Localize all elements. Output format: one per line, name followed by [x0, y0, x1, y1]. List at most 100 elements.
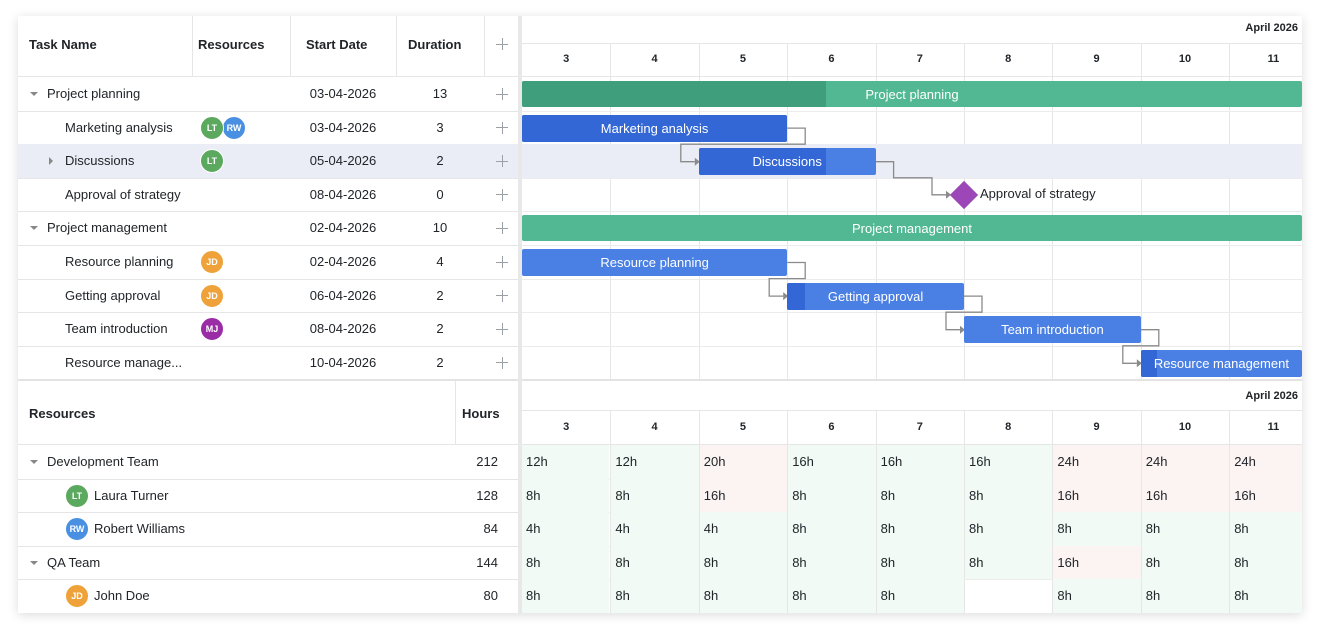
task-row[interactable]: Getting approval JD 06-04-2026 2	[18, 279, 518, 313]
resource-load-cell: 4h	[699, 512, 788, 546]
resource-load-value: 8h	[969, 487, 984, 503]
resource-row[interactable]: Development Team 212	[18, 445, 518, 479]
avatar-lt[interactable]: LT	[200, 149, 224, 174]
resource-load-value: 12h	[526, 454, 548, 469]
task-start-date: 02-04-2026	[309, 220, 377, 236]
avatar-jd[interactable]: JD	[200, 283, 224, 308]
add-subtask-icon[interactable]	[496, 88, 508, 100]
resource-hours: 128	[476, 487, 498, 503]
resource-load-cell: 8h	[1053, 579, 1141, 613]
gantt-bar-resource-planning[interactable]: Resource planning	[522, 249, 788, 276]
add-subtask-icon[interactable]	[496, 356, 508, 369]
timeline-day-10: 10	[1178, 53, 1192, 65]
avatar-lt[interactable]: LT	[200, 115, 224, 140]
resource-load-value: 8h	[880, 487, 896, 503]
avatar-rw[interactable]: RW	[222, 115, 246, 140]
avatar-mj[interactable]: MJ	[200, 317, 224, 342]
resource-load-value: 24h	[1145, 454, 1168, 469]
resource-load-value: 8h	[792, 554, 807, 570]
expand-toggle-icon[interactable]	[30, 560, 38, 565]
task-name: Resource planning	[65, 254, 174, 269]
resource-load-value: 8h	[969, 521, 984, 537]
task-row[interactable]: Resource manage... 10-04-2026 2	[18, 346, 518, 380]
gantt-bar-discussions[interactable]: Discussions	[698, 148, 876, 176]
task-name: Marketing analysis	[65, 119, 173, 135]
add-subtask-icon[interactable]	[496, 155, 508, 168]
avatar-lt[interactable]: LT	[65, 483, 89, 508]
resource-load-cell: 8h	[1230, 545, 1302, 580]
resource-row[interactable]: JD John Doe 80	[18, 579, 518, 613]
resource-load-value: 4h	[615, 521, 630, 537]
task-start-date: 08-04-2026	[309, 186, 377, 202]
expand-toggle-icon[interactable]	[30, 460, 38, 464]
resource-load-value: 8h	[1057, 521, 1072, 537]
expand-toggle-icon[interactable]	[30, 92, 38, 96]
milestone-marker[interactable]	[949, 180, 979, 209]
timeline-day-7: 7	[916, 53, 923, 65]
resource-row[interactable]: RW Robert Williams 84	[18, 512, 518, 546]
collapse-toggle-icon[interactable]	[49, 157, 53, 166]
gantt-bar-label: Marketing analysis	[600, 120, 709, 136]
resource-row[interactable]: LT Laura Turner 128	[18, 479, 518, 513]
gantt-bar-team-introduction[interactable]: Team introduction	[964, 316, 1141, 344]
avatar-jd[interactable]: JD	[65, 584, 89, 609]
task-row[interactable]: Project management 02-04-2026 10	[18, 211, 518, 245]
resource-load-value: 16h	[703, 487, 726, 503]
column-header-start-date[interactable]: Start Date	[306, 37, 368, 52]
column-header-duration[interactable]: Duration	[408, 37, 462, 52]
add-subtask-icon[interactable]	[496, 256, 508, 268]
add-subtask-icon[interactable]	[496, 222, 508, 235]
task-row[interactable]: Project planning 03-04-2026 13	[18, 77, 518, 111]
resource-hours: 80	[483, 588, 498, 604]
milestone-label: Approval of strategy	[980, 185, 1096, 201]
add-subtask-icon[interactable]	[496, 188, 508, 201]
task-row[interactable]: Team introduction MJ 08-04-2026 2	[18, 312, 518, 346]
resource-timeline-month-label: April 2026	[1245, 390, 1298, 402]
avatar-rw[interactable]: RW	[65, 517, 89, 542]
resource-load-value: 8h	[526, 554, 541, 570]
grid-timeline-splitter[interactable]	[518, 16, 522, 613]
add-task-icon[interactable]	[496, 38, 508, 50]
resource-load-value: 12h	[615, 454, 638, 469]
selected-row-highlight-chart	[522, 144, 1302, 178]
gantt-bar-marketing-analysis[interactable]: Marketing analysis	[522, 114, 788, 142]
resource-load-cell: 24h	[1230, 445, 1302, 479]
avatar-jd[interactable]: JD	[200, 250, 224, 274]
resource-load-cell: 16h	[1053, 545, 1141, 580]
resource-load-value: 20h	[703, 454, 726, 469]
hours-header-label[interactable]: Hours	[462, 406, 500, 421]
resource-row[interactable]: QA Team 144	[18, 546, 518, 580]
gantt-bar-getting-approval[interactable]: Getting approval	[787, 282, 964, 310]
resources-header-label[interactable]: Resources	[29, 406, 96, 421]
resource-load-cell: 8h	[522, 545, 610, 580]
resource-load-cell: 4h	[522, 512, 610, 546]
gantt-bar-project-management[interactable]: Project management	[522, 215, 1302, 242]
resource-load-cell: 16h	[876, 445, 964, 479]
resource-load-value: 16h	[1234, 487, 1256, 503]
resource-load-value: 8h	[615, 554, 630, 570]
resource-load-value: 8h	[1057, 588, 1072, 604]
task-row[interactable]: Discussions LT 05-04-2026 2	[18, 144, 518, 178]
gantt-bar-label: Resource management	[1153, 355, 1289, 371]
task-start-date: 10-04-2026	[309, 354, 377, 370]
task-row[interactable]: Marketing analysis LT RW 03-04-2026 3	[18, 111, 518, 145]
timeline-day-9: 9	[1093, 53, 1100, 65]
add-subtask-icon[interactable]	[496, 323, 508, 336]
add-subtask-icon[interactable]	[496, 121, 508, 134]
add-subtask-icon[interactable]	[496, 289, 508, 302]
column-header-resources[interactable]: Resources	[198, 37, 265, 52]
resource-load-cell: 8h	[965, 478, 1053, 513]
resource-load-value: 16h	[1057, 487, 1080, 503]
task-row[interactable]: Approval of strategy 08-04-2026 0	[18, 178, 518, 212]
task-row[interactable]: Resource planning JD 02-04-2026 4	[18, 245, 518, 279]
gantt-bar-resource-management[interactable]: Resource management	[1140, 349, 1302, 377]
timeline-day-6: 6	[828, 53, 835, 65]
grid-header: Task Name Resources Start Date Duration	[18, 16, 518, 76]
resource-load-cell: 8h	[788, 545, 876, 580]
expand-toggle-icon[interactable]	[30, 226, 38, 231]
timeline-day-4: 4	[651, 53, 658, 65]
column-header-task-name[interactable]: Task Name	[29, 37, 97, 52]
resource-load-value: 8h	[526, 588, 541, 604]
resource-load-cell: 24h	[1053, 445, 1141, 479]
gantt-bar-project-planning[interactable]: Project planning	[522, 81, 1302, 107]
